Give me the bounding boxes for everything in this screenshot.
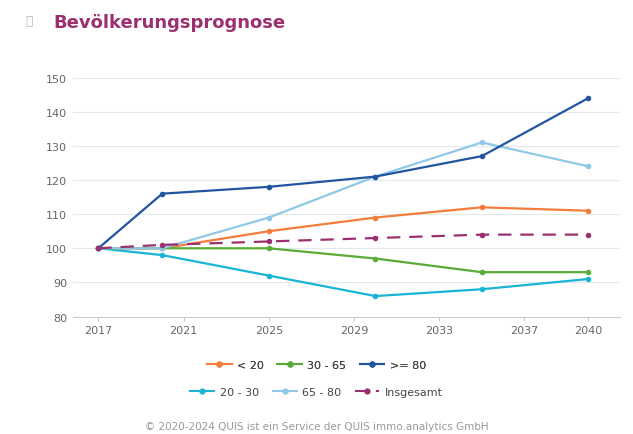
Text: © 2020-2024 QUIS ist ein Service der QUIS immo.analytics GmbH: © 2020-2024 QUIS ist ein Service der QUI… [145, 421, 488, 431]
Text: 👤: 👤 [25, 15, 33, 28]
Legend: 20 - 30, 65 - 80, Insgesamt: 20 - 30, 65 - 80, Insgesamt [185, 383, 448, 401]
Text: Bevölkerungsprognose: Bevölkerungsprognose [54, 14, 286, 32]
Legend: < 20, 30 - 65, >= 80: < 20, 30 - 65, >= 80 [203, 355, 430, 374]
